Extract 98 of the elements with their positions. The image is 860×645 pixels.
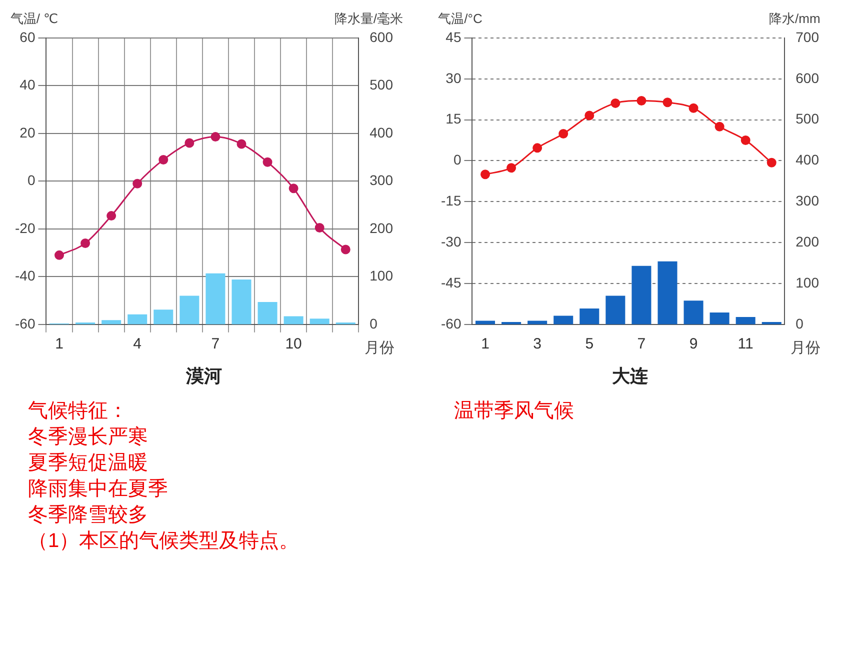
point bbox=[636, 96, 646, 106]
bar bbox=[206, 273, 226, 324]
text: 大连 bbox=[611, 366, 648, 386]
text: 温带季风气候 bbox=[454, 399, 575, 424]
bar bbox=[658, 261, 678, 324]
y2-tick-label: 600 bbox=[370, 28, 394, 45]
bar bbox=[684, 300, 704, 324]
text: 气候特征： bbox=[28, 399, 129, 424]
point bbox=[236, 139, 246, 149]
y2-tick-label: 700 bbox=[796, 28, 820, 45]
point bbox=[506, 163, 516, 173]
bar bbox=[736, 317, 756, 324]
point bbox=[158, 154, 168, 164]
point bbox=[558, 128, 568, 138]
y2-tick-label: 600 bbox=[796, 70, 820, 86]
y-tick-label: -15 bbox=[441, 192, 462, 209]
x-tick-label: 7 bbox=[637, 336, 646, 353]
text: 漠河 bbox=[185, 366, 222, 386]
bar bbox=[258, 302, 278, 324]
bar bbox=[580, 308, 600, 324]
bar bbox=[475, 320, 496, 324]
point bbox=[314, 222, 324, 232]
x-tick-label: 10 bbox=[285, 336, 302, 353]
text: 冬季降雪较多 bbox=[28, 503, 149, 528]
y2-axis-title: 降水/mm bbox=[769, 11, 820, 26]
bar bbox=[154, 310, 174, 324]
y2-tick-label: 0 bbox=[370, 315, 378, 332]
y-tick-label: 30 bbox=[446, 70, 462, 86]
point bbox=[532, 143, 542, 153]
bar bbox=[102, 320, 122, 324]
y2-tick-label: 0 bbox=[796, 315, 804, 332]
y-tick-label: -60 bbox=[441, 315, 462, 332]
bar bbox=[310, 318, 330, 324]
point bbox=[766, 158, 776, 168]
x-tick-label: 11 bbox=[738, 336, 754, 353]
point bbox=[80, 238, 90, 248]
y2-tick-label: 400 bbox=[370, 124, 394, 140]
y-tick-label: 0 bbox=[453, 152, 462, 168]
point bbox=[584, 110, 594, 120]
point bbox=[740, 136, 750, 146]
bar bbox=[710, 312, 730, 324]
y-axis-title: 气温/°C bbox=[438, 11, 482, 26]
y-tick-label: 45 bbox=[446, 28, 462, 45]
y-tick-label: -30 bbox=[441, 233, 462, 250]
x-tick-label: 5 bbox=[585, 336, 594, 353]
bar bbox=[284, 316, 304, 324]
text: 夏季短促温暖 bbox=[28, 451, 149, 476]
x-axis-title: 月份 bbox=[790, 340, 821, 357]
text: （1）本区的气候类型及特点。 bbox=[28, 529, 300, 554]
y-tick-label: -40 bbox=[15, 268, 36, 284]
point bbox=[106, 211, 116, 221]
bar bbox=[180, 296, 200, 324]
x-tick-label: 9 bbox=[689, 336, 698, 353]
y2-tick-label: 100 bbox=[796, 274, 820, 290]
x-tick-label: 4 bbox=[133, 336, 142, 353]
bar bbox=[632, 266, 652, 324]
x-tick-label: 3 bbox=[533, 336, 542, 353]
y2-tick-label: 500 bbox=[796, 110, 820, 127]
point bbox=[340, 244, 350, 254]
y-tick-label: 60 bbox=[20, 28, 36, 45]
point bbox=[662, 98, 672, 108]
point bbox=[210, 132, 220, 142]
y2-tick-label: 200 bbox=[796, 233, 820, 250]
point bbox=[262, 157, 272, 167]
point bbox=[714, 122, 724, 132]
point bbox=[132, 178, 142, 188]
y2-tick-label: 100 bbox=[370, 268, 394, 284]
text: 降雨集中在夏季 bbox=[28, 477, 169, 502]
y-tick-label: -20 bbox=[15, 220, 36, 236]
point bbox=[610, 98, 620, 108]
y2-tick-label: 300 bbox=[796, 192, 820, 209]
bar bbox=[128, 314, 148, 324]
bar bbox=[232, 280, 252, 324]
y2-axis-title: 降水量/毫米 bbox=[334, 11, 403, 26]
y2-tick-label: 400 bbox=[796, 152, 820, 168]
y-tick-label: 0 bbox=[27, 172, 36, 188]
y-tick-label: -60 bbox=[15, 315, 36, 332]
x-axis-title: 月份 bbox=[364, 340, 395, 357]
y2-tick-label: 500 bbox=[370, 76, 394, 93]
y-tick-label: 20 bbox=[20, 124, 36, 140]
bar bbox=[528, 320, 548, 324]
point bbox=[54, 250, 64, 260]
point bbox=[480, 170, 490, 180]
x-tick-label: 1 bbox=[481, 336, 490, 353]
y-tick-label: 40 bbox=[20, 76, 36, 93]
x-tick-label: 7 bbox=[211, 336, 220, 353]
point bbox=[184, 138, 194, 148]
y2-tick-label: 200 bbox=[370, 220, 394, 236]
bar bbox=[554, 316, 574, 324]
y-axis-title: 气温/ ℃ bbox=[10, 11, 58, 26]
y-tick-label: -45 bbox=[441, 274, 462, 290]
text: 冬季漫长严寒 bbox=[28, 425, 149, 450]
bar bbox=[606, 296, 626, 324]
y2-tick-label: 300 bbox=[370, 172, 394, 188]
x-tick-label: 1 bbox=[55, 336, 64, 353]
y-tick-label: 15 bbox=[446, 110, 462, 127]
point bbox=[688, 103, 698, 113]
point bbox=[288, 184, 298, 194]
